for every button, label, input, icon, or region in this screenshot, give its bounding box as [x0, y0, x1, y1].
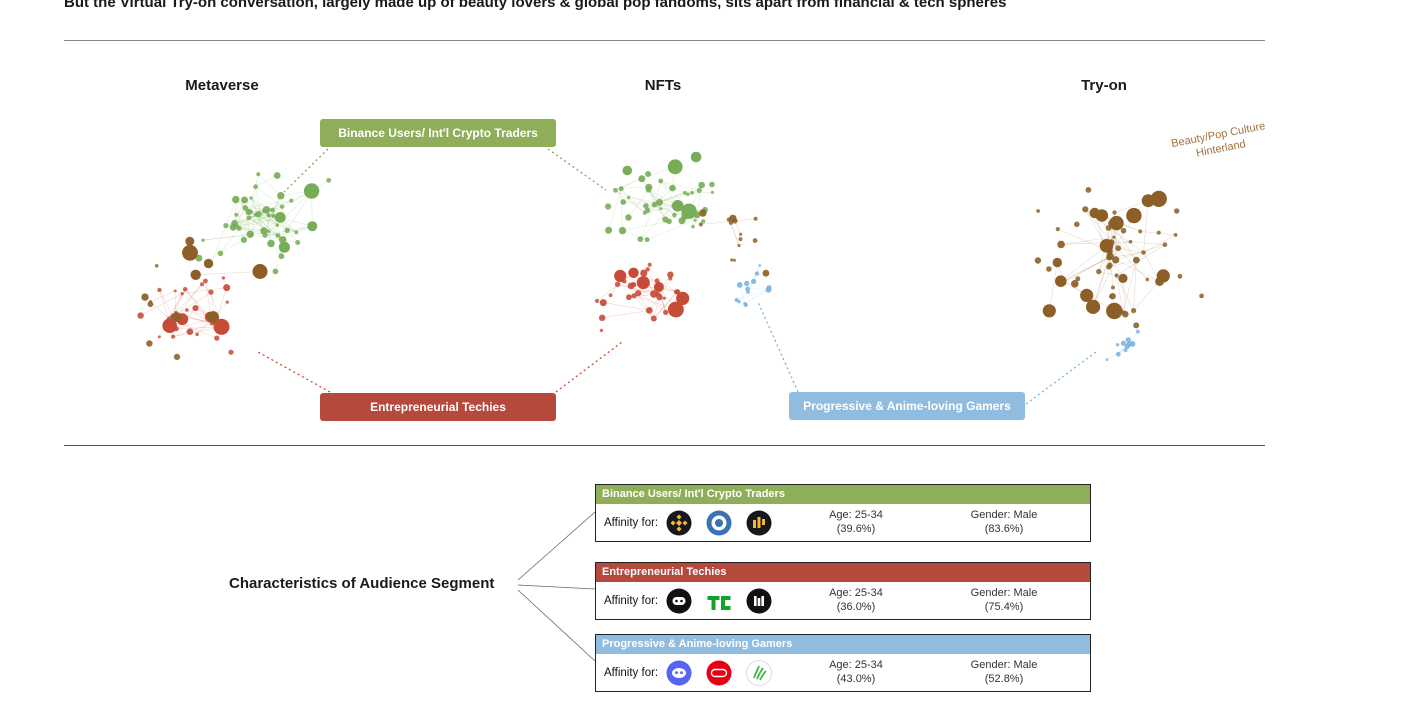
affinity-icons [666, 510, 781, 536]
affinity-label: Affinity for: [604, 666, 659, 679]
network-label-metaverse: Metaverse [185, 77, 259, 94]
affinity-label: Affinity for: [604, 516, 659, 529]
gender-stat: Gender: Male (83.6%) [970, 509, 1038, 535]
segment-card-header: Progressive & Anime-loving Gamers [596, 635, 1090, 654]
page-title: But the Virtual Try-on conversation, lar… [64, 0, 1007, 11]
segment-card-header: Binance Users/ Int'l Crypto Traders [596, 485, 1090, 504]
segment-card-body: Affinity for: Age: 25-34 (36.0%) Gender:… [596, 582, 1090, 619]
crypto-exchange-icon [746, 510, 772, 536]
affinity-label: Affinity for: [604, 594, 659, 607]
badge-entrepreneurial-techies: Entrepreneurial Techies [320, 393, 556, 421]
network-label-tryon: Try-on [1081, 77, 1127, 94]
tech-media-icon [666, 588, 692, 614]
crypto-target-icon [706, 510, 732, 536]
segment-card-techies: Entrepreneurial Techies Affinity for: Ag… [595, 562, 1091, 620]
segment-card-binance: Binance Users/ Int'l Crypto Traders Affi… [595, 484, 1091, 542]
binance-icon [666, 510, 692, 536]
razer-icon [746, 659, 772, 686]
affinity-icons [666, 659, 781, 686]
segment-card-body: Affinity for: Age: 25-34 (43.0%) Gender:… [596, 654, 1090, 691]
characteristics-title: Characteristics of Audience Segment [229, 575, 495, 592]
segment-card-header: Entrepreneurial Techies [596, 563, 1090, 582]
age-stat: Age: 25-34 (36.0%) [829, 587, 883, 613]
badge-binance-users: Binance Users/ Int'l Crypto Traders [320, 119, 556, 147]
top-divider [64, 40, 1265, 41]
tech-brand-icon [746, 588, 772, 614]
segment-card-body: Affinity for: Age: 25-34 (39.6%) Gender:… [596, 504, 1090, 541]
nintendo-icon [706, 660, 732, 686]
discord-icon [666, 660, 692, 686]
gender-stat: Gender: Male (75.4%) [970, 587, 1038, 613]
affinity-icons [666, 588, 781, 614]
bottom-divider [64, 445, 1265, 446]
age-stat: Age: 25-34 (39.6%) [829, 509, 883, 535]
segment-card-gamers: Progressive & Anime-loving Gamers Affini… [595, 634, 1091, 692]
gender-stat: Gender: Male (52.8%) [970, 659, 1038, 685]
badge-progressive-gamers: Progressive & Anime-loving Gamers [789, 392, 1025, 420]
network-label-nfts: NFTs [644, 77, 682, 94]
techcrunch-icon [706, 588, 732, 614]
age-stat: Age: 25-34 (43.0%) [829, 659, 883, 685]
